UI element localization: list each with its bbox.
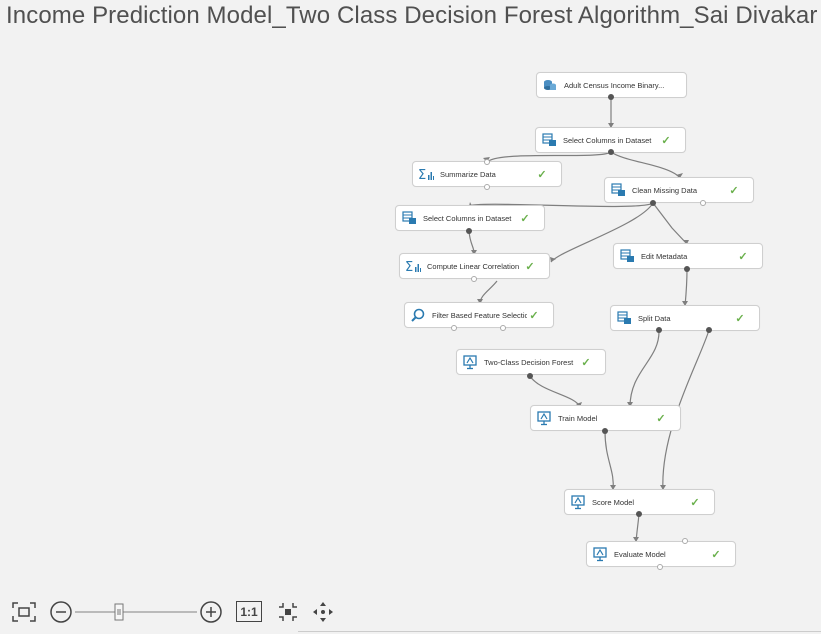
- dataset-icon: [542, 77, 558, 93]
- status-check-icon: ✓: [656, 412, 666, 425]
- divider: [298, 631, 821, 632]
- module-label: Compute Linear Correlation: [427, 261, 520, 271]
- output-port[interactable]: [650, 200, 656, 206]
- module-select-columns-2[interactable]: Select Columns in Dataset ✓: [395, 205, 545, 231]
- dataset-transform-icon: [616, 310, 632, 326]
- module-label: Score Model: [592, 497, 635, 507]
- dataset-transform-icon: [619, 248, 635, 264]
- output-port[interactable]: [657, 564, 663, 570]
- status-check-icon: ✓: [529, 309, 539, 322]
- wire: [486, 151, 612, 163]
- wire: [662, 329, 710, 491]
- pan-icon[interactable]: [310, 600, 336, 624]
- module-label: Evaluate Model: [614, 549, 666, 559]
- output-port[interactable]: [656, 327, 662, 333]
- module-train-model[interactable]: Train Model ✓: [530, 405, 681, 431]
- status-check-icon: ✓: [729, 184, 739, 197]
- magnifier-icon: [410, 307, 426, 323]
- model-icon: [536, 410, 552, 426]
- wire: [610, 151, 681, 179]
- output-port[interactable]: [700, 200, 706, 206]
- module-compute-linear-correlation[interactable]: Σ Compute Linear Correlation ✓: [399, 253, 550, 279]
- wire: [529, 375, 581, 408]
- input-port[interactable]: [682, 538, 688, 544]
- sigma-chart-icon: Σ: [405, 258, 421, 274]
- model-icon: [570, 494, 586, 510]
- output-port[interactable]: [602, 428, 608, 434]
- output-port[interactable]: [466, 228, 472, 234]
- wire: [684, 268, 688, 307]
- module-label: Summarize Data: [440, 169, 496, 179]
- status-check-icon: ✓: [661, 134, 671, 147]
- wire: [629, 329, 660, 408]
- module-label: Train Model: [558, 413, 598, 423]
- wire: [479, 280, 498, 305]
- model-icon: [592, 546, 608, 562]
- center-icon[interactable]: [275, 600, 301, 624]
- status-check-icon: ✓: [735, 312, 745, 325]
- module-clean-missing-data[interactable]: Clean Missing Data ✓: [604, 177, 754, 203]
- output-port[interactable]: [608, 94, 614, 100]
- module-two-class-decision-forest[interactable]: Two-Class Decision Forest ✓: [456, 349, 606, 375]
- status-check-icon: ✓: [520, 212, 530, 225]
- actual-size-button[interactable]: 1:1: [236, 601, 262, 622]
- module-filter-based-feature-selection[interactable]: Filter Based Feature Selection ✓: [404, 302, 554, 328]
- model-icon: [462, 354, 478, 370]
- status-check-icon: ✓: [581, 356, 591, 369]
- svg-text:Σ: Σ: [418, 168, 426, 181]
- zoom-out-icon[interactable]: [48, 600, 74, 624]
- output-port[interactable]: [484, 184, 490, 190]
- output-port[interactable]: [500, 325, 506, 331]
- output-port[interactable]: [706, 327, 712, 333]
- module-label: Select Columns in Dataset: [563, 135, 652, 145]
- module-evaluate-model[interactable]: Evaluate Model ✓: [586, 541, 736, 567]
- output-port[interactable]: [608, 149, 614, 155]
- dataset-transform-icon: [610, 182, 626, 198]
- dataset-transform-icon: [541, 132, 557, 148]
- module-label: Edit Metadata: [641, 251, 688, 261]
- status-check-icon: ✓: [525, 260, 535, 273]
- output-port[interactable]: [527, 373, 533, 379]
- module-edit-metadata[interactable]: Edit Metadata ✓: [613, 243, 763, 269]
- zoom-slider[interactable]: [75, 603, 197, 621]
- module-split-data[interactable]: Split Data ✓: [610, 305, 760, 331]
- status-check-icon: ✓: [738, 250, 748, 263]
- module-select-columns-1[interactable]: Select Columns in Dataset ✓: [535, 127, 686, 153]
- module-label: Adult Census Income Binary...: [564, 80, 665, 90]
- output-port[interactable]: [451, 325, 457, 331]
- page-title: Income Prediction Model_Two Class Decisi…: [6, 2, 818, 29]
- output-port[interactable]: [684, 266, 690, 272]
- wire: [652, 202, 688, 245]
- status-check-icon: ✓: [537, 168, 547, 181]
- status-check-icon: ✓: [690, 496, 700, 509]
- actual-size-label: 1:1: [240, 604, 258, 619]
- status-check-icon: ✓: [711, 548, 721, 561]
- wire: [604, 430, 614, 491]
- input-port[interactable]: [484, 159, 490, 165]
- module-label: Filter Based Feature Selection: [432, 310, 527, 320]
- output-port[interactable]: [636, 511, 642, 517]
- module-label: Select Columns in Dataset: [423, 213, 512, 223]
- output-port[interactable]: [471, 276, 477, 282]
- module-label: Split Data: [638, 313, 671, 323]
- wire: [550, 202, 654, 263]
- module-label: Two-Class Decision Forest: [484, 357, 574, 367]
- svg-text:Σ: Σ: [405, 260, 413, 273]
- fit-to-screen-icon[interactable]: [10, 600, 38, 624]
- module-label: Clean Missing Data: [632, 185, 698, 195]
- wire: [468, 202, 654, 208]
- zoom-in-icon[interactable]: [198, 600, 224, 624]
- sigma-chart-icon: Σ: [418, 166, 434, 182]
- dataset-transform-icon: [401, 210, 417, 226]
- module-score-model[interactable]: Score Model ✓: [564, 489, 715, 515]
- module-adult-census-income[interactable]: Adult Census Income Binary...: [536, 72, 687, 98]
